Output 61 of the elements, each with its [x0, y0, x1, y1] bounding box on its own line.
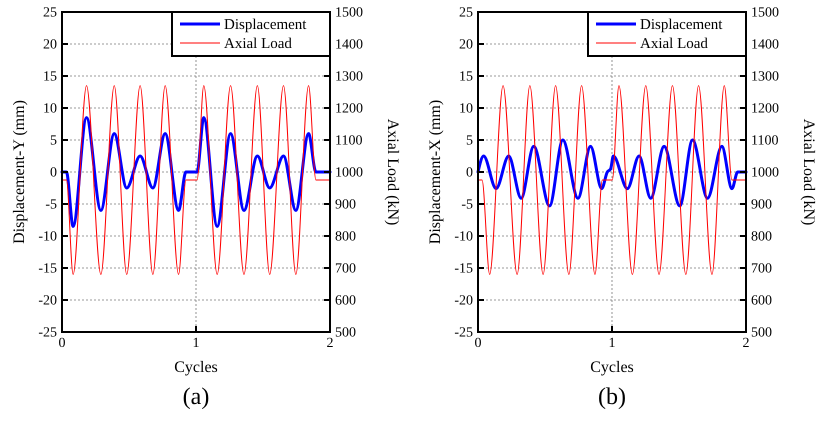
y2-tick-label: 1000	[335, 165, 363, 180]
y2-tick-label: 1500	[335, 5, 363, 20]
legend-label: Axial Load	[640, 36, 708, 52]
y2-tick-label: 1300	[751, 69, 779, 84]
y-axis-title: Displacement-Y (mm)	[11, 100, 28, 244]
text: (a)	[182, 384, 210, 410]
y-tick-label: -25	[38, 325, 57, 340]
y2-tick-label: 700	[335, 261, 356, 276]
y-tick-label: -10	[38, 229, 57, 244]
y2-tick-label: 1100	[335, 133, 362, 148]
y2-axis-title: Axial Load (kN)	[800, 118, 817, 226]
line-series	[476, 138, 748, 208]
y-tick-label: 10	[43, 101, 57, 116]
y-tick-label: -20	[38, 293, 57, 308]
x-axis-title: Cycles	[590, 359, 634, 376]
y-tick-label: 0	[50, 165, 57, 180]
y2-tick-label: 1400	[335, 37, 363, 52]
x-tick-label: 1	[608, 336, 616, 351]
y-tick-label: 10	[459, 101, 473, 116]
y-tick-label: 0	[466, 165, 473, 180]
y2-tick-label: 1300	[335, 69, 363, 84]
y2-tick-label: 800	[335, 229, 356, 244]
y2-tick-label: 700	[751, 261, 772, 276]
legend-label: Axial Load	[224, 36, 292, 52]
y-tick-label: 25	[43, 5, 57, 20]
y-tick-label: -5	[45, 197, 57, 212]
y-tick-label: 20	[459, 37, 473, 52]
y-tick-label: 25	[459, 5, 473, 20]
y2-tick-label: 500	[335, 325, 356, 340]
y-axis-title: Displacement-X (mm)	[427, 100, 444, 244]
y2-tick-label: 1200	[751, 101, 779, 116]
y-tick-label: -5	[461, 197, 473, 212]
y2-tick-label: 1100	[751, 133, 778, 148]
y-tick-label: -15	[454, 261, 473, 276]
y-tick-label: 15	[43, 69, 57, 84]
y2-tick-label: 900	[751, 197, 772, 212]
y-tick-label: 15	[459, 69, 473, 84]
y-tick-label: -20	[454, 293, 473, 308]
y-tick-label: 5	[466, 133, 473, 148]
y2-axis-title: Axial Load (kN)	[384, 118, 401, 226]
y-tick-label: -10	[454, 229, 473, 244]
y-tick-label: 5	[50, 133, 57, 148]
text: (b)	[598, 384, 626, 410]
y2-tick-label: 1200	[335, 101, 363, 116]
x-tick-label: 2	[742, 336, 750, 351]
y-tick-label: -15	[38, 261, 57, 276]
y2-tick-label: 600	[751, 293, 772, 308]
legend-label: Displacement	[224, 17, 308, 33]
x-tick-label: 2	[326, 336, 334, 351]
y2-tick-label: 1400	[751, 37, 779, 52]
legend-label: Displacement	[640, 17, 724, 33]
y2-tick-label: 500	[751, 325, 772, 340]
y-tick-label: -25	[454, 325, 473, 340]
y2-tick-label: 1000	[751, 165, 779, 180]
x-tick-label: 1	[192, 336, 200, 351]
y2-tick-label: 900	[335, 197, 356, 212]
y2-tick-label: 800	[751, 229, 772, 244]
x-axis-title: Cycles	[174, 359, 218, 376]
y2-tick-label: 600	[335, 293, 356, 308]
y2-tick-label: 1500	[751, 5, 779, 20]
y-tick-label: 20	[43, 37, 57, 52]
